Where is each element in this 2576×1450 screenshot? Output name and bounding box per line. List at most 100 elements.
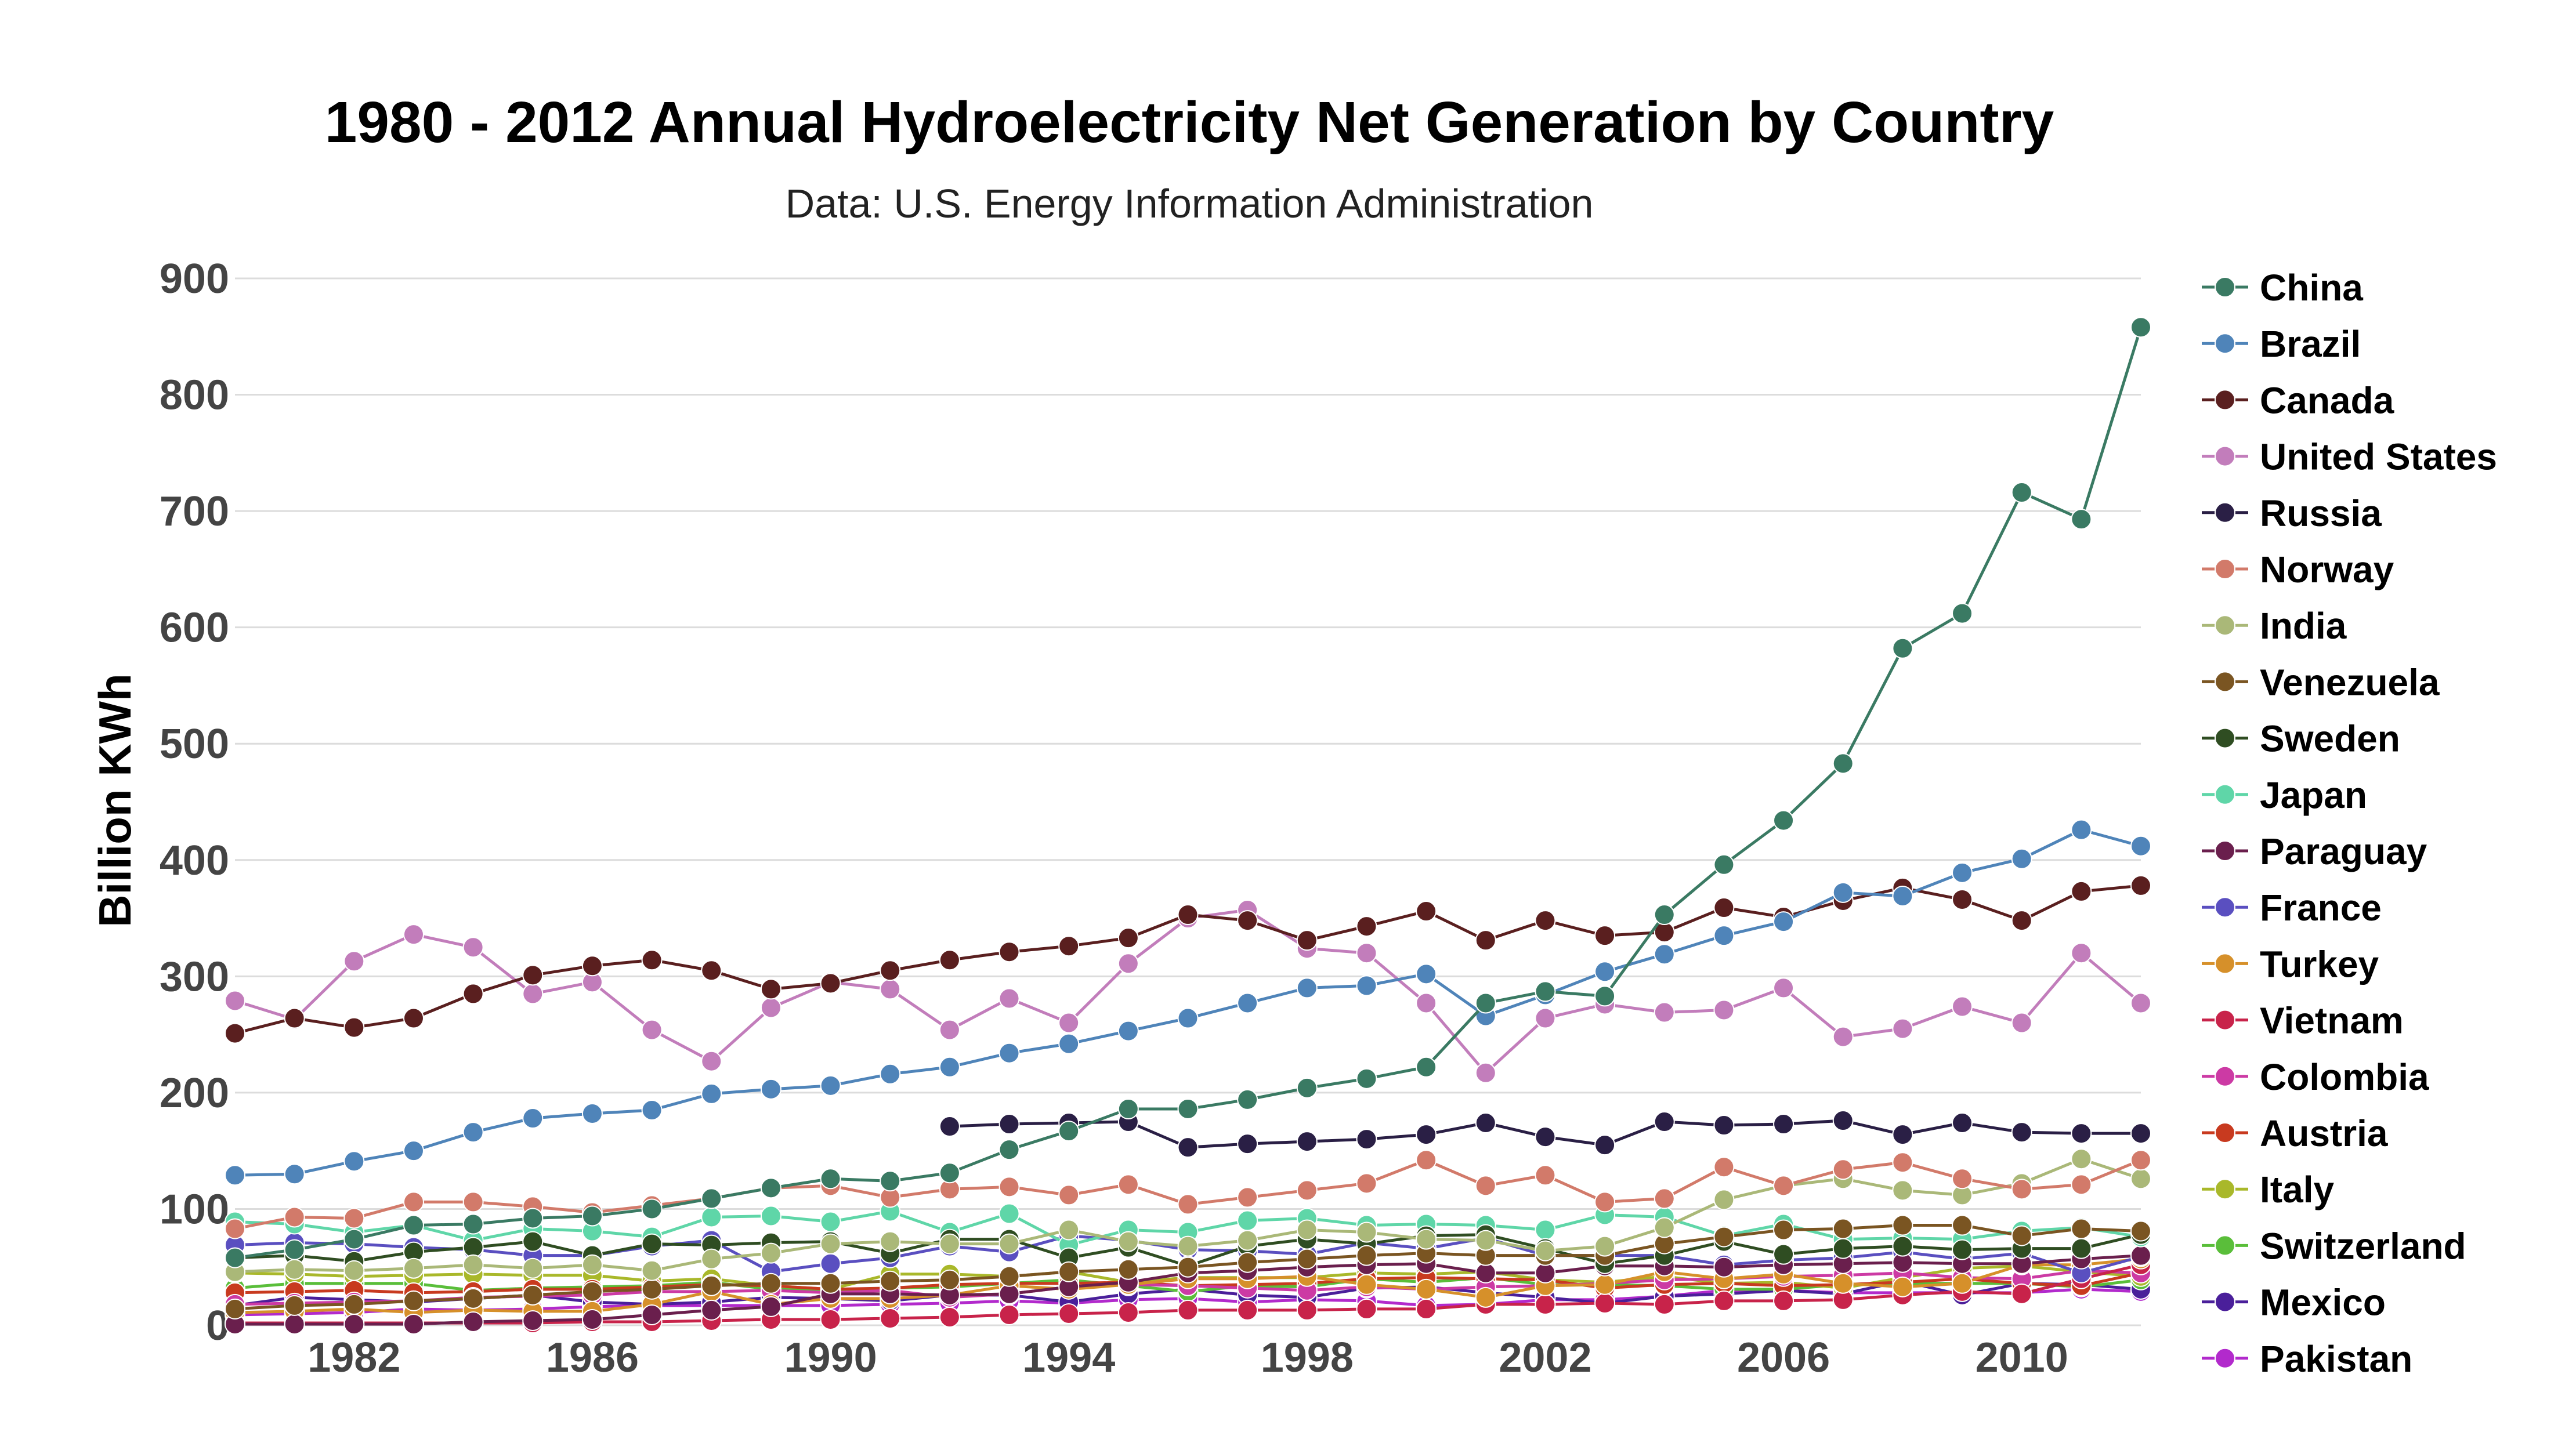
point-russia-1992[interactable] (939, 1116, 960, 1137)
point-canada-2001[interactable] (1475, 930, 1496, 951)
point-united-states-2001[interactable] (1475, 1062, 1496, 1083)
point-united-states-2000[interactable] (1416, 992, 1437, 1014)
point-venezuela-1989[interactable] (760, 1273, 782, 1294)
point-india-1982[interactable] (343, 1260, 365, 1281)
point-venezuela-1997[interactable] (1237, 1252, 1258, 1273)
point-china-2009[interactable] (1952, 603, 1973, 624)
point-united-states-1982[interactable] (343, 951, 365, 972)
legend-item-venezuela[interactable]: Venezuela (2202, 661, 2440, 703)
point-norway-1983[interactable] (403, 1191, 424, 1213)
point-china-2003[interactable] (1594, 985, 1616, 1007)
point-venezuela-1993[interactable] (998, 1266, 1020, 1287)
point-norway-2003[interactable] (1594, 1191, 1616, 1213)
point-canada-1988[interactable] (701, 960, 722, 981)
point-brazil-1988[interactable] (701, 1083, 722, 1104)
point-india-1981[interactable] (284, 1259, 305, 1280)
point-brazil-2000[interactable] (1416, 963, 1437, 985)
point-vietnam-1995[interactable] (1117, 1302, 1139, 1323)
point-india-1994[interactable] (1058, 1219, 1080, 1241)
legend-item-france[interactable]: France (2202, 887, 2382, 929)
point-sweden-1984[interactable] (462, 1237, 484, 1258)
point-vietnam-2006[interactable] (1773, 1290, 1794, 1311)
point-united-states-2010[interactable] (2011, 1012, 2032, 1034)
point-china-1988[interactable] (701, 1188, 722, 1209)
point-india-1985[interactable] (522, 1257, 544, 1279)
point-vietnam-1994[interactable] (1058, 1303, 1080, 1324)
point-canada-1993[interactable] (998, 941, 1020, 963)
point-japan-1993[interactable] (998, 1203, 1020, 1224)
point-paraguay-1989[interactable] (760, 1296, 782, 1317)
point-sweden-2011[interactable] (2071, 1238, 2092, 1259)
point-united-states-2008[interactable] (1892, 1018, 1913, 1039)
point-united-states-2004[interactable] (1654, 1002, 1675, 1023)
point-norway-2009[interactable] (1952, 1168, 1973, 1190)
point-brazil-2003[interactable] (1594, 961, 1616, 983)
point-brazil-1991[interactable] (880, 1063, 901, 1085)
point-vietnam-1991[interactable] (880, 1307, 901, 1329)
point-vietnam-1993[interactable] (998, 1304, 1020, 1325)
point-venezuela-2009[interactable] (1952, 1215, 1973, 1236)
point-brazil-1994[interactable] (1058, 1033, 1080, 1054)
point-india-2002[interactable] (1535, 1240, 1556, 1262)
point-brazil-2004[interactable] (1654, 944, 1675, 965)
point-brazil-2007[interactable] (1832, 882, 1854, 903)
point-india-1987[interactable] (641, 1260, 663, 1281)
point-vietnam-2002[interactable] (1535, 1293, 1556, 1315)
point-venezuela-1998[interactable] (1296, 1248, 1318, 1270)
point-sweden-2007[interactable] (1832, 1238, 1854, 1259)
point-venezuela-1988[interactable] (701, 1275, 722, 1296)
point-united-states-2002[interactable] (1535, 1007, 1556, 1029)
point-united-states-1985[interactable] (522, 983, 544, 1005)
point-canada-1996[interactable] (1177, 904, 1199, 926)
point-canada-1981[interactable] (284, 1007, 305, 1029)
legend-item-vietnam[interactable]: Vietnam (2202, 1000, 2404, 1042)
legend-item-switzerland[interactable]: Switzerland (2202, 1225, 2466, 1267)
point-china-1987[interactable] (641, 1198, 663, 1220)
point-norway-2001[interactable] (1475, 1175, 1496, 1197)
point-united-states-2009[interactable] (1952, 996, 1973, 1017)
point-india-2000[interactable] (1416, 1228, 1437, 1250)
point-china-2012[interactable] (2130, 317, 2151, 338)
point-canada-1992[interactable] (939, 949, 960, 971)
point-canada-1985[interactable] (522, 965, 544, 986)
legend-item-italy[interactable]: Italy (2202, 1169, 2334, 1210)
point-venezuela-2005[interactable] (1713, 1226, 1735, 1248)
legend-item-norway[interactable]: Norway (2202, 549, 2394, 590)
point-brazil-1992[interactable] (939, 1056, 960, 1078)
point-venezuela-2011[interactable] (2071, 1218, 2092, 1239)
legend-item-mexico[interactable]: Mexico (2202, 1282, 2386, 1324)
point-china-1981[interactable] (284, 1239, 305, 1260)
point-india-1995[interactable] (1117, 1231, 1139, 1252)
point-turkey-2009[interactable] (1952, 1273, 1973, 1294)
point-united-states-2006[interactable] (1773, 977, 1794, 999)
point-brazil-1989[interactable] (760, 1078, 782, 1100)
point-china-1997[interactable] (1237, 1089, 1258, 1110)
point-india-1993[interactable] (998, 1233, 1020, 1255)
point-china-1989[interactable] (760, 1177, 782, 1199)
point-russia-2011[interactable] (2071, 1123, 2092, 1144)
point-russia-2003[interactable] (1594, 1134, 1616, 1156)
point-canada-1983[interactable] (403, 1007, 424, 1029)
point-sweden-2009[interactable] (1952, 1239, 1973, 1260)
point-india-1984[interactable] (462, 1254, 484, 1275)
point-brazil-1997[interactable] (1237, 992, 1258, 1014)
point-norway-1999[interactable] (1356, 1173, 1377, 1194)
point-china-1996[interactable] (1177, 1098, 1199, 1119)
point-russia-1997[interactable] (1237, 1133, 1258, 1155)
point-canada-1980[interactable] (225, 1023, 245, 1044)
point-china-2007[interactable] (1832, 753, 1854, 774)
point-china-2004[interactable] (1654, 904, 1675, 926)
point-paraguay-1993[interactable] (998, 1283, 1020, 1304)
point-turkey-2000[interactable] (1416, 1278, 1437, 1300)
point-brazil-1983[interactable] (403, 1140, 424, 1162)
point-india-2012[interactable] (2130, 1168, 2151, 1190)
legend-item-japan[interactable]: Japan (2202, 774, 2367, 816)
point-canada-2003[interactable] (1594, 925, 1616, 947)
point-paraguay-1986[interactable] (581, 1308, 603, 1330)
point-brazil-1982[interactable] (343, 1151, 365, 1172)
point-canada-2010[interactable] (2011, 910, 2032, 931)
point-united-states-1991[interactable] (880, 978, 901, 1000)
point-venezuela-1992[interactable] (939, 1269, 960, 1290)
point-venezuela-1986[interactable] (581, 1281, 603, 1302)
legend-item-united-states[interactable]: United States (2202, 436, 2497, 478)
